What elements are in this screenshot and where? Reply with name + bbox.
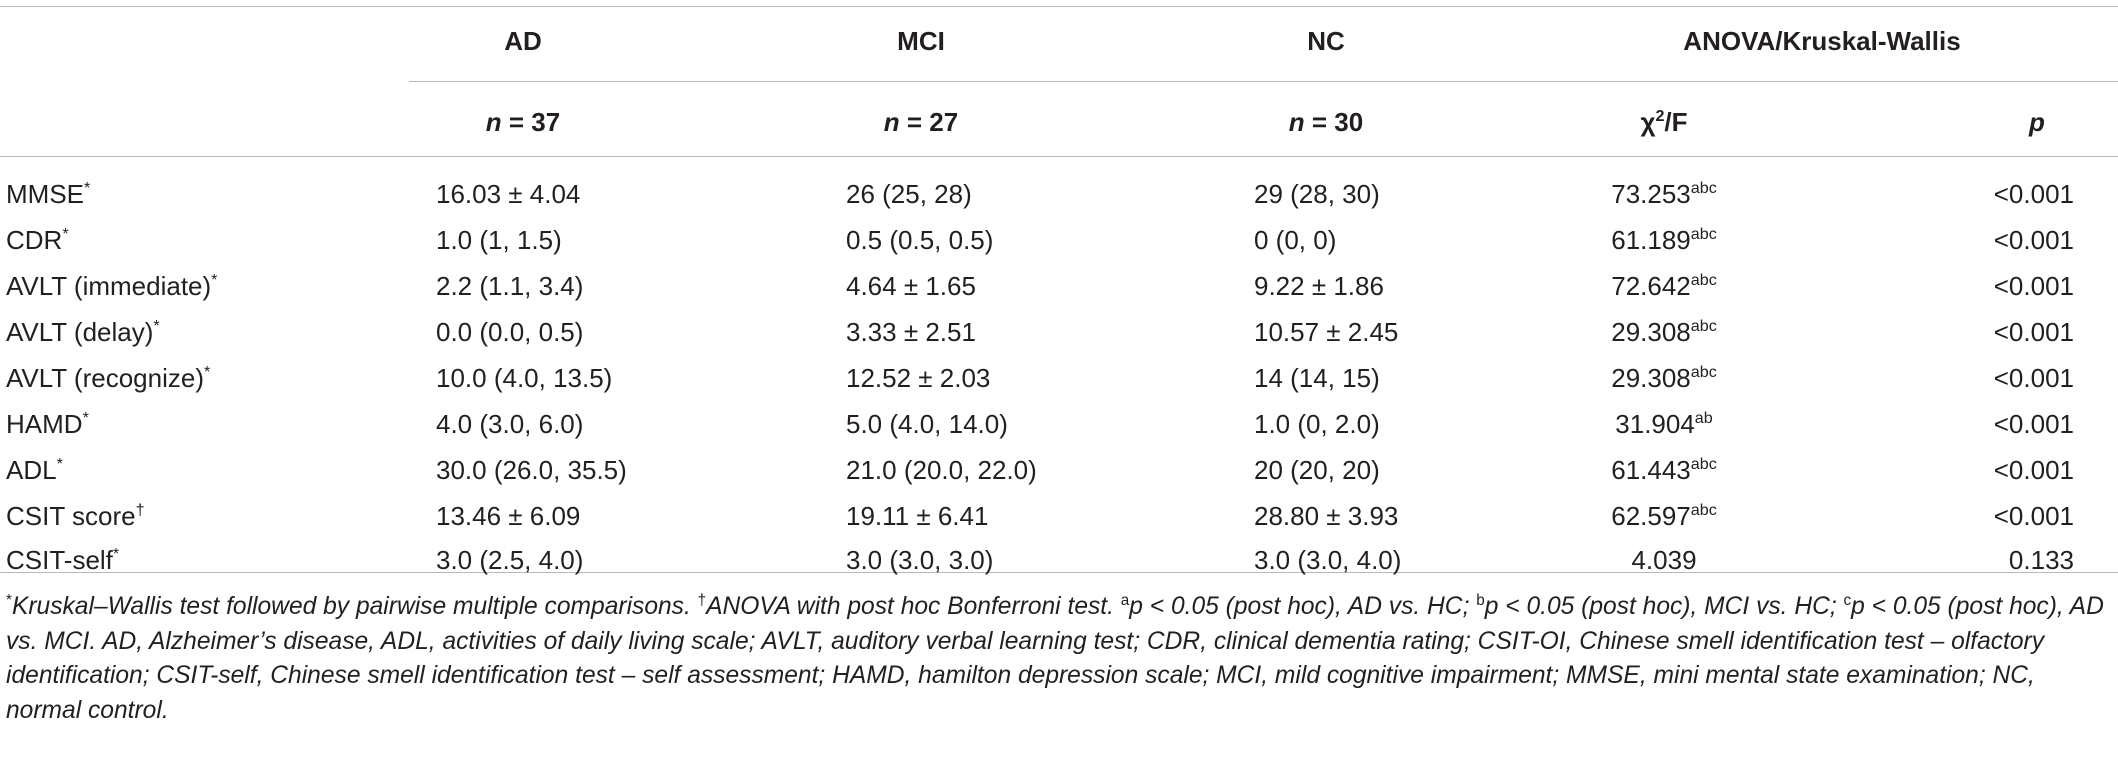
footnote-mark: c	[1843, 591, 1852, 609]
cell-mci: 4.64 ± 1.65	[846, 271, 976, 301]
cell-nc: 9.22 ± 1.86	[1254, 271, 1384, 301]
cell-p: <0.001	[1993, 455, 2074, 485]
table-footnote: *Kruskal–Wallis test followed by pairwis…	[6, 590, 2106, 728]
header-anova: ANOVA/Kruskal-Wallis	[1683, 26, 1961, 56]
chi-exponent: 2	[1655, 107, 1665, 126]
header-mci: MCI	[897, 26, 945, 56]
cell-nc: 28.80 ± 3.93	[1254, 501, 1399, 531]
cell-nc: 20 (20, 20)	[1254, 455, 1380, 485]
header-p: p	[2029, 107, 2045, 137]
row-label: CSIT score†	[6, 501, 145, 531]
cell-nc: 29 (28, 30)	[1254, 179, 1380, 209]
cell-stat: 29.308abc	[1611, 317, 1717, 347]
row-label: AVLT (recognize)*	[6, 363, 211, 393]
cell-ad: 1.0 (1, 1.5)	[436, 225, 562, 255]
cell-ad: 0.0 (0.0, 0.5)	[436, 317, 584, 347]
cell-mci: 3.0 (3.0, 3.0)	[846, 545, 994, 575]
cell-p: <0.001	[1993, 225, 2074, 255]
header-bottom-rule	[0, 156, 2118, 157]
row-label: AVLT (immediate)*	[6, 271, 218, 301]
cell-stat: 61.189abc	[1611, 225, 1717, 255]
cell-stat: 72.642abc	[1611, 271, 1717, 301]
row-label: ADL*	[6, 455, 63, 485]
footnote-text: p < 0.05 (post hoc), AD vs. MCI. AD, Alz…	[6, 593, 2104, 724]
footnote-text: Kruskal–Wallis test followed by pairwise…	[11, 593, 698, 620]
header-n-nc: n = 30	[1288, 107, 1364, 137]
cell-nc: 0 (0, 0)	[1254, 225, 1337, 255]
cell-ad: 30.0 (26.0, 35.5)	[436, 455, 627, 485]
header-nc: NC	[1307, 26, 1345, 56]
cell-p: <0.001	[1993, 409, 2074, 439]
cell-p: <0.001	[1993, 317, 2074, 347]
cell-stat: 29.308abc	[1611, 363, 1717, 393]
cell-ad: 3.0 (2.5, 4.0)	[436, 545, 584, 575]
chi-symbol: χ	[1640, 107, 1656, 137]
footnote-mark: b	[1476, 591, 1485, 609]
cell-stat: 4.039	[1631, 545, 1697, 575]
cell-mci: 12.52 ± 2.03	[846, 363, 991, 393]
cell-stat: 73.253abc	[1611, 179, 1717, 209]
cell-mci: 3.33 ± 2.51	[846, 317, 976, 347]
cell-mci: 0.5 (0.5, 0.5)	[846, 225, 994, 255]
footnote-text: p < 0.05 (post hoc), MCI vs. HC;	[1484, 593, 1844, 620]
cell-p: 0.133	[2008, 545, 2074, 575]
n-symbol: n	[883, 107, 900, 137]
cell-nc: 3.0 (3.0, 4.0)	[1254, 545, 1402, 575]
footnote-text: p < 0.05 (post hoc), AD vs. HC;	[1129, 593, 1477, 620]
chi-tail: /F	[1664, 107, 1688, 137]
cell-nc: 10.57 ± 2.45	[1254, 317, 1399, 347]
n-symbol: n	[1288, 107, 1305, 137]
cell-mci: 26 (25, 28)	[846, 179, 972, 209]
cell-ad: 10.0 (4.0, 13.5)	[436, 363, 613, 393]
n-value: 27	[929, 107, 959, 137]
header-ad: AD	[504, 26, 542, 56]
header-n-mci: n = 27	[883, 107, 959, 137]
cell-nc: 14 (14, 15)	[1254, 363, 1380, 393]
n-symbol: n	[485, 107, 502, 137]
cell-ad: 16.03 ± 4.04	[436, 179, 581, 209]
cell-ad: 4.0 (3.0, 6.0)	[436, 409, 584, 439]
footnote-mark: *	[6, 591, 12, 609]
cell-p: <0.001	[1993, 363, 2074, 393]
cell-mci: 5.0 (4.0, 14.0)	[846, 409, 1008, 439]
cell-nc: 1.0 (0, 2.0)	[1254, 409, 1380, 439]
cell-p: <0.001	[1993, 501, 2074, 531]
cell-stat: 61.443abc	[1611, 455, 1717, 485]
footnote-text: ANOVA with post hoc Bonferroni test.	[706, 593, 1121, 620]
row-label: CSIT-self*	[6, 545, 120, 575]
footnote-mark: †	[697, 591, 707, 609]
header-n-ad: n = 37	[485, 107, 561, 137]
header-chi-f: χ2/F	[1640, 107, 1687, 137]
cell-p: <0.001	[1993, 271, 2074, 301]
cell-stat: 31.904ab	[1615, 409, 1713, 439]
n-value: 30	[1334, 107, 1364, 137]
footnote-mark: a	[1120, 591, 1130, 609]
cell-p: <0.001	[1993, 179, 2074, 209]
n-value: 37	[531, 107, 561, 137]
row-label: HAMD*	[6, 409, 89, 439]
cell-ad: 2.2 (1.1, 3.4)	[436, 271, 584, 301]
cell-mci: 19.11 ± 6.41	[846, 501, 989, 531]
table-top-rule	[0, 6, 2118, 7]
cell-stat: 62.597abc	[1611, 501, 1717, 531]
cell-mci: 21.0 (20.0, 22.0)	[846, 455, 1037, 485]
row-label: MMSE*	[6, 179, 91, 209]
header-group-rule	[409, 81, 2118, 82]
table-bottom-rule	[0, 572, 2118, 573]
row-label: AVLT (delay)*	[6, 317, 160, 347]
cell-ad: 13.46 ± 6.09	[436, 501, 581, 531]
row-label: CDR*	[6, 225, 69, 255]
